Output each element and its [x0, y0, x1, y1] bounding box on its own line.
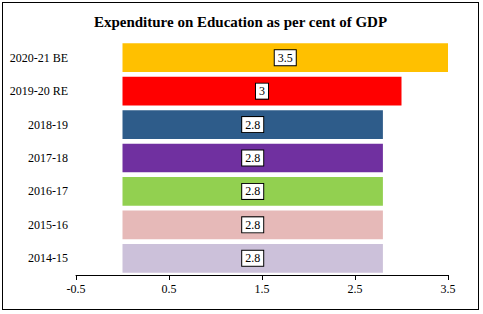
- svg-text:2.5: 2.5: [348, 282, 363, 296]
- svg-text:2.8: 2.8: [245, 184, 260, 198]
- svg-text:2014-15: 2014-15: [28, 251, 68, 265]
- svg-text:3.5: 3.5: [278, 51, 293, 65]
- svg-text:2019-20 RE: 2019-20 RE: [10, 84, 68, 98]
- svg-text:2.8: 2.8: [245, 218, 260, 232]
- svg-text:1.5: 1.5: [255, 282, 270, 296]
- svg-text:Expenditure on Education as pe: Expenditure on Education as per cent of …: [94, 14, 387, 30]
- svg-text:2020-21 BE: 2020-21 BE: [10, 51, 68, 65]
- svg-text:2017-18: 2017-18: [28, 151, 68, 165]
- svg-text:2.8: 2.8: [245, 251, 260, 265]
- svg-text:2016-17: 2016-17: [28, 184, 68, 198]
- svg-text:3: 3: [259, 84, 265, 98]
- svg-text:2.8: 2.8: [245, 118, 260, 132]
- svg-text:-0.5: -0.5: [67, 282, 86, 296]
- svg-text:2015-16: 2015-16: [28, 218, 68, 232]
- svg-text:2018-19: 2018-19: [28, 118, 68, 132]
- svg-text:0.5: 0.5: [162, 282, 177, 296]
- svg-text:3.5: 3.5: [441, 282, 456, 296]
- svg-text:2.8: 2.8: [245, 151, 260, 165]
